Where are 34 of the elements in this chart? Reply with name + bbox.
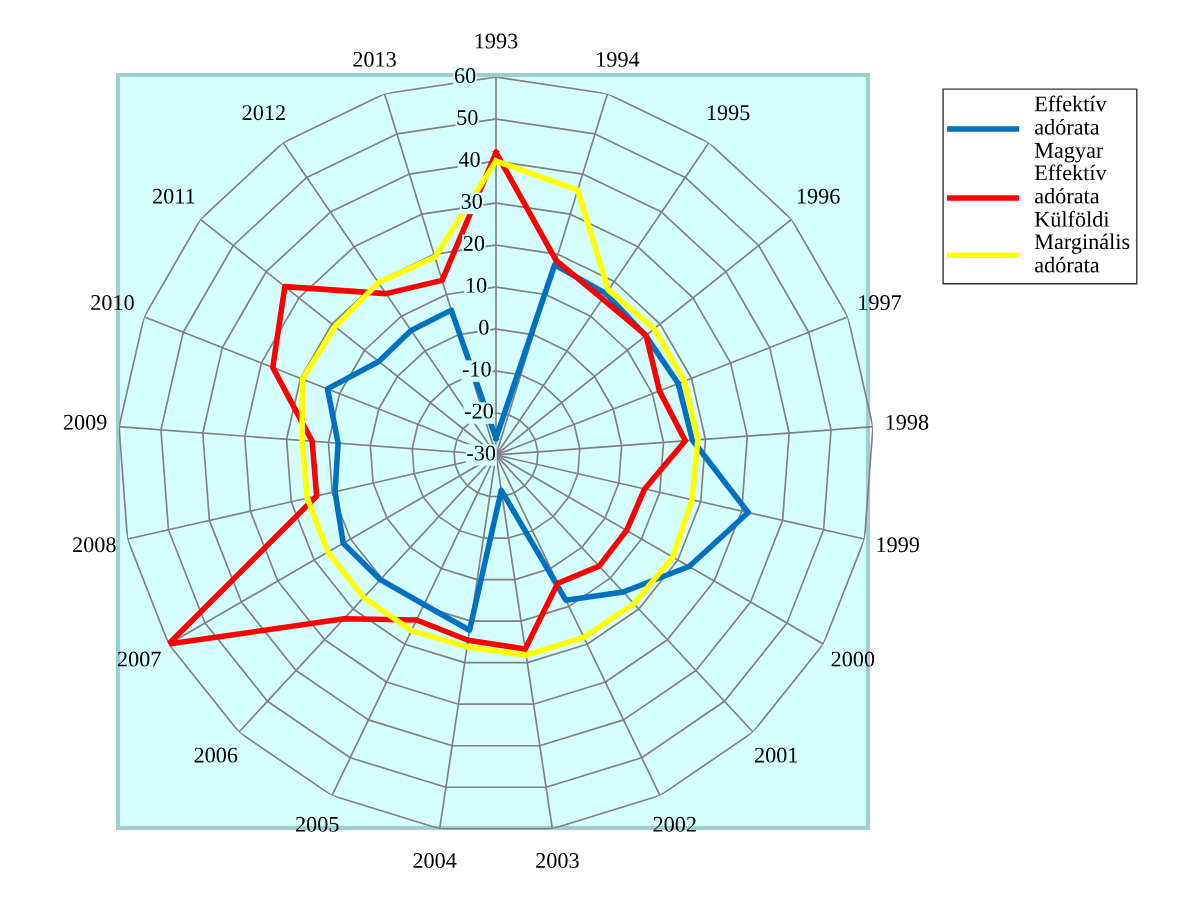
spoke-label: 2007 <box>117 651 161 667</box>
y-tick-label: 60 <box>454 68 476 84</box>
legend-label: Marginális adórata <box>1034 233 1130 273</box>
legend-label: Effektív adórata Külföldi <box>1034 164 1110 227</box>
spoke-label: 2013 <box>353 51 396 67</box>
spoke-label: 1996 <box>797 188 840 204</box>
spoke-label: 2009 <box>63 414 107 430</box>
spoke-label: 2011 <box>153 188 195 204</box>
spoke-label: 2000 <box>831 651 875 667</box>
spoke-label: 2003 <box>536 852 579 868</box>
spoke-label: 2001 <box>755 747 798 763</box>
spoke-label: 1997 <box>859 295 902 311</box>
spoke-label: 1995 <box>707 105 750 121</box>
spoke-label: 2004 <box>413 852 457 868</box>
spoke-label: 1994 <box>597 51 640 67</box>
legend-label: Effektív adórata Magyar <box>1034 95 1107 163</box>
y-tick-label: 0 <box>479 319 489 335</box>
spoke-label: 2012 <box>242 105 285 121</box>
y-tick-label: -20 <box>465 403 493 419</box>
spoke-label: 2002 <box>653 816 696 832</box>
y-tick-label: 10 <box>466 277 487 293</box>
spoke-label: 2006 <box>194 747 238 763</box>
spoke-label: 2008 <box>73 537 116 553</box>
y-tick-label: -30 <box>467 445 496 461</box>
y-tick-label: -10 <box>462 361 491 377</box>
y-tick-label: 20 <box>463 235 485 251</box>
y-tick-label: 50 <box>457 110 478 126</box>
spoke-label: 2010 <box>91 295 134 311</box>
spoke-label: 1993 <box>475 33 518 49</box>
spoke-label: 1999 <box>877 537 920 553</box>
spoke-label: 1998 <box>886 414 929 430</box>
spoke-label: 2005 <box>295 816 339 832</box>
y-tick-label: 30 <box>461 193 482 209</box>
y-tick-label: 40 <box>458 151 480 167</box>
